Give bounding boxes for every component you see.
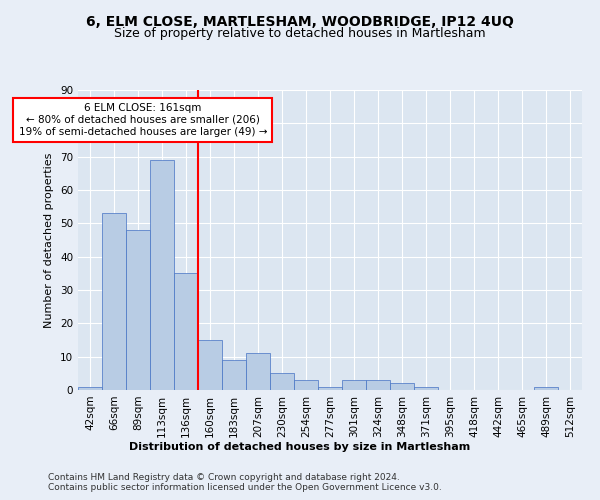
Bar (126, 230, 150, 390)
Bar (246, 354, 270, 390)
Bar (390, 384, 414, 390)
Bar (534, 386, 558, 390)
Bar (102, 214, 126, 390)
Text: 6 ELM CLOSE: 161sqm
← 80% of detached houses are smaller (206)
19% of semi-detac: 6 ELM CLOSE: 161sqm ← 80% of detached ho… (19, 104, 267, 136)
Y-axis label: Number of detached properties: Number of detached properties (44, 152, 55, 328)
Bar (150, 160, 174, 390)
Bar (414, 386, 438, 390)
Bar (342, 380, 366, 390)
Bar (366, 380, 390, 390)
Text: Contains HM Land Registry data © Crown copyright and database right 2024.: Contains HM Land Registry data © Crown c… (48, 472, 400, 482)
Text: Size of property relative to detached houses in Martlesham: Size of property relative to detached ho… (114, 28, 486, 40)
Text: Contains public sector information licensed under the Open Government Licence v3: Contains public sector information licen… (48, 484, 442, 492)
Bar (222, 360, 246, 390)
Bar (78, 386, 102, 390)
Bar (174, 274, 198, 390)
Bar (318, 386, 342, 390)
Text: 6, ELM CLOSE, MARTLESHAM, WOODBRIDGE, IP12 4UQ: 6, ELM CLOSE, MARTLESHAM, WOODBRIDGE, IP… (86, 15, 514, 29)
Bar (270, 374, 294, 390)
Text: Distribution of detached houses by size in Martlesham: Distribution of detached houses by size … (130, 442, 470, 452)
Bar (294, 380, 318, 390)
Bar (198, 340, 222, 390)
